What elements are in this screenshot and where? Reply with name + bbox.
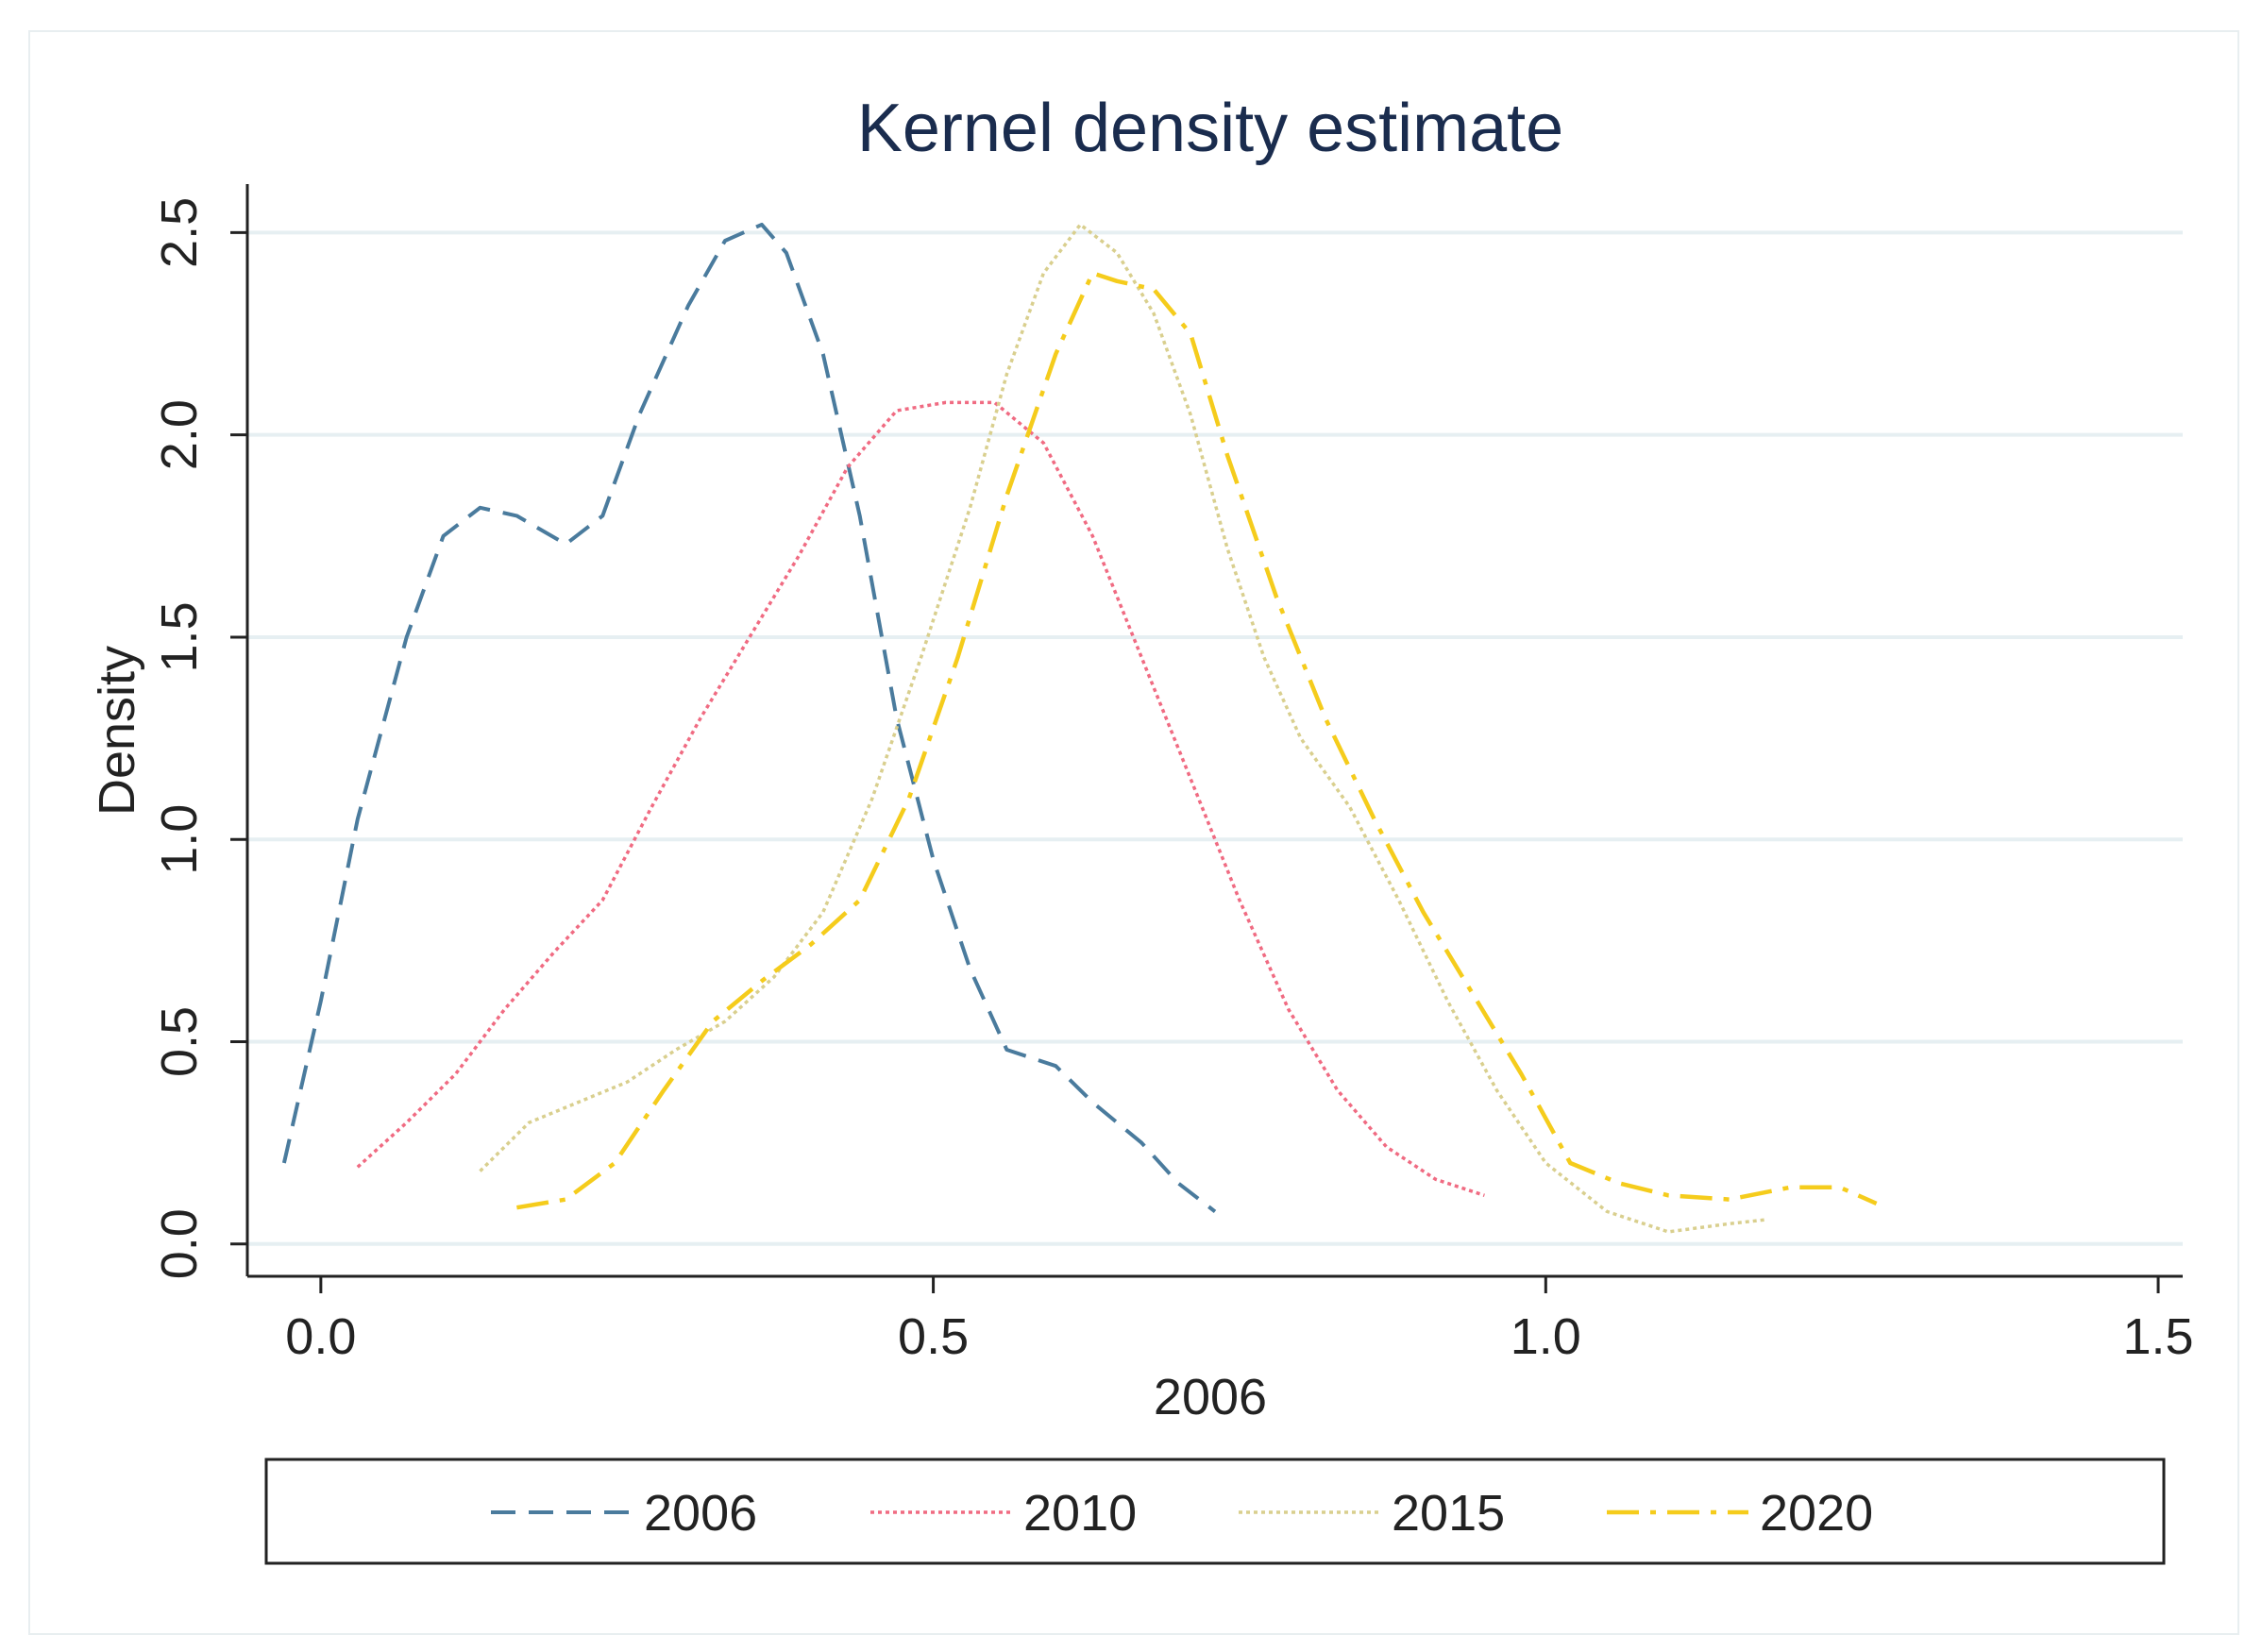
y-tick-label: 1.5 <box>151 601 208 672</box>
y-tick-label: 2.5 <box>151 197 208 268</box>
legend-label-2015: 2015 <box>1392 1485 1505 1542</box>
legend-label-2006: 2006 <box>644 1485 757 1542</box>
x-tick-label: 0.5 <box>898 1308 969 1365</box>
axes: 0.0 0.5 1.0 1.5 2.0 2.5 0.0 0.5 1.0 1.5 <box>151 184 2194 1365</box>
x-tick-label: 1.0 <box>1511 1308 1581 1365</box>
legend-label-2010: 2010 <box>1023 1485 1137 1542</box>
y-axis-label: Density <box>89 646 145 816</box>
x-axis-label: 2006 <box>1154 1369 1267 1425</box>
chart-frame <box>28 30 2239 1635</box>
series-line-2010 <box>356 400 1485 1197</box>
legend-label-2020: 2020 <box>1760 1485 1873 1542</box>
chart-title: Kernel density estimate <box>857 91 1563 166</box>
y-tick-label: 2.0 <box>151 399 208 470</box>
x-tick-label: 0.0 <box>285 1308 356 1365</box>
y-tick-label: 1.0 <box>151 804 208 875</box>
y-tick-label: 0.0 <box>151 1208 208 1279</box>
x-tick-label: 1.5 <box>2123 1308 2194 1365</box>
series-line-2020 <box>516 271 1878 1210</box>
legend: 2006 2010 2015 2020 <box>264 1458 2166 1565</box>
series-line-2015 <box>479 223 1767 1234</box>
gridlines <box>247 230 2183 1246</box>
series-lines <box>281 222 1878 1234</box>
y-tick-label: 0.5 <box>151 1006 208 1077</box>
series-line-2006 <box>281 222 1217 1213</box>
